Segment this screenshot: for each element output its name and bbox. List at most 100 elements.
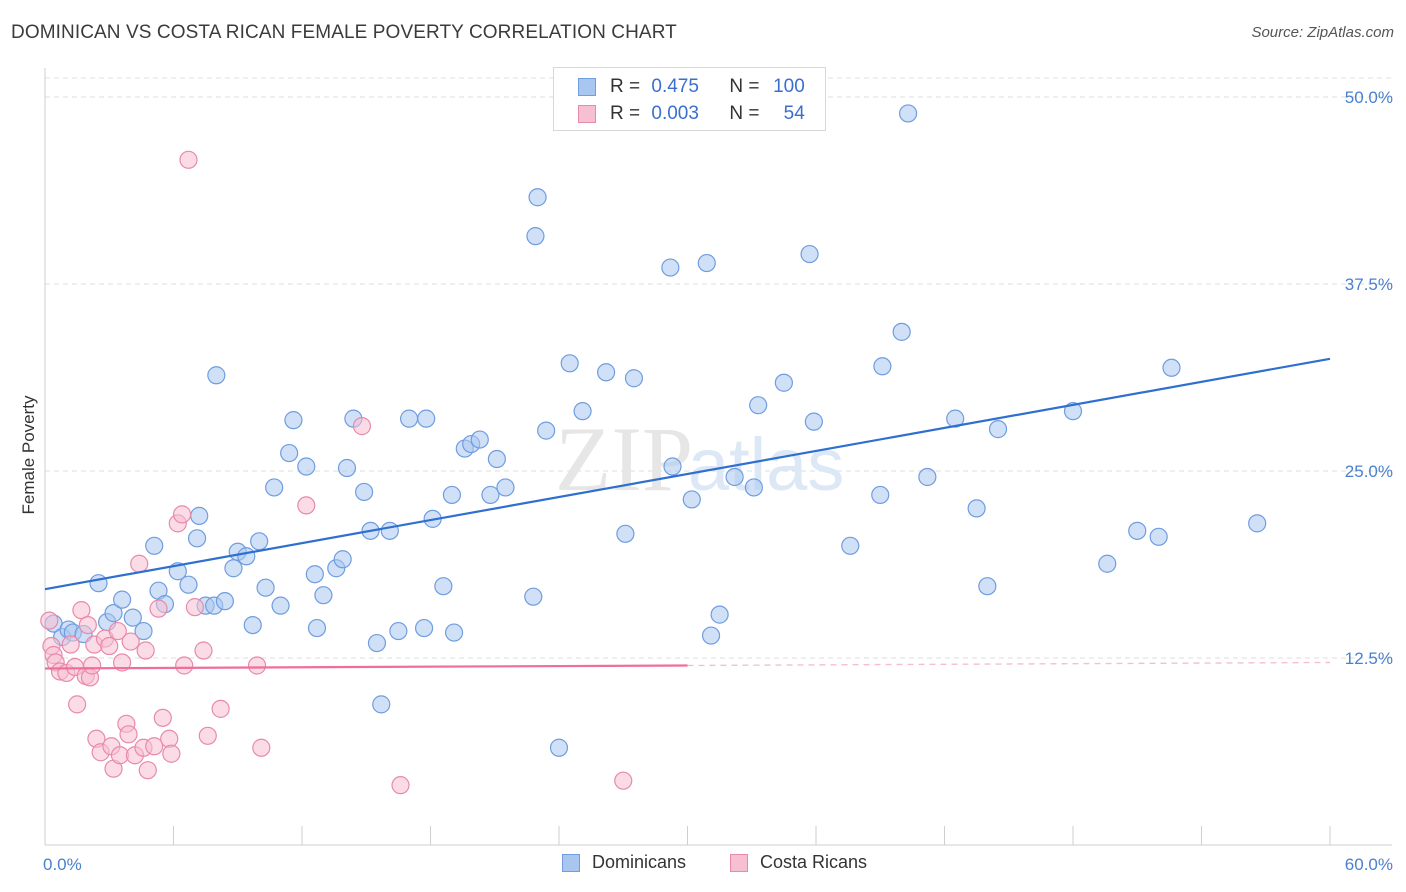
costa-ricans-point [121, 632, 140, 651]
costa-ricans-point [194, 641, 213, 660]
y-tick-label: 37.5% [1345, 275, 1393, 294]
dominicans-point [256, 578, 275, 597]
dominicans-point [389, 621, 408, 641]
watermark-atlas: atlas [688, 423, 844, 506]
dominicans-swatch [562, 853, 580, 872]
n-label: N = [729, 103, 760, 124]
y-tick-label: 12.5% [1345, 649, 1393, 668]
r-value: 0.475 [651, 76, 699, 97]
r-label: R = [610, 76, 641, 97]
dominicans-point [355, 482, 374, 502]
dominicans-point [104, 604, 123, 623]
costa-ricans-point [391, 776, 410, 795]
axes [44, 68, 1392, 846]
costa-ricans-point [352, 417, 372, 436]
dominicans-point [444, 623, 464, 642]
dominicans-point [224, 559, 243, 578]
dominicans-point [112, 590, 132, 609]
y-tick-label: 50.0% [1345, 88, 1393, 107]
x-tick-label: 0.0% [43, 855, 82, 874]
dominicans-point [250, 532, 269, 551]
dominicans-point [573, 402, 592, 421]
dominicans-point [284, 411, 303, 430]
dominicans-point [297, 457, 316, 476]
dominicans-point [337, 458, 357, 478]
dominicans-point [1149, 527, 1168, 546]
dominicans-point [701, 626, 721, 645]
dominicans-point [616, 524, 635, 543]
dominicans-point [333, 550, 352, 569]
costa-ricans-point [61, 635, 80, 654]
costa-ricans-point [211, 699, 230, 718]
y-axis-label: Female Poverty [19, 395, 38, 515]
dominicans-point [414, 618, 434, 638]
dominicans-point [1098, 554, 1117, 573]
dominicans-point [892, 322, 911, 341]
source-label: Source: ZipAtlas.com [1251, 24, 1394, 41]
dominicans-point [946, 409, 965, 428]
dominicans-point [841, 536, 860, 555]
dominicans-point [442, 485, 462, 505]
dominicans-point [271, 596, 290, 615]
costa-ricans-point [179, 150, 198, 169]
dominicans-point [1063, 402, 1083, 421]
dominicans-swatch [578, 78, 596, 96]
costa-ricans-point [153, 708, 172, 727]
costa-ricans-point [160, 729, 179, 748]
stats-legend: R = 0.475 N = 100 R = 0.003 N = 54 [553, 67, 826, 131]
dominicans-point [560, 354, 579, 373]
legend-label: Dominicans [592, 852, 687, 872]
costa-ricans-point [130, 554, 149, 573]
dominicans-point [280, 443, 299, 463]
dominicans-point [307, 618, 327, 638]
costa-ricans-point [119, 725, 138, 744]
dominicans-point [871, 485, 890, 505]
dominicans-point [417, 409, 436, 428]
costa-ricans-point [112, 653, 132, 672]
dominicans-point [481, 485, 500, 505]
dominicans-point [434, 577, 453, 596]
dominicans-point [597, 363, 616, 382]
dominicans-point [265, 478, 284, 497]
dominicans-point [528, 188, 547, 207]
dominicans-point [624, 369, 644, 388]
costa-ricans-point [40, 611, 59, 630]
dominicans-point [804, 412, 823, 431]
dominicans-point [372, 695, 391, 714]
dominicans-point [549, 738, 569, 757]
dominicans-point [215, 592, 234, 611]
data-points [40, 104, 1267, 795]
watermark: ZIP atlas [555, 408, 844, 510]
costa-ricans-swatch [578, 105, 596, 123]
dominicans-point [774, 373, 793, 392]
dominicans-trend-line [44, 357, 1331, 591]
dominicans-point [1248, 514, 1267, 533]
dominicans-point [898, 104, 918, 123]
dominicans-point [800, 244, 819, 264]
costa-ricans-point [297, 496, 316, 515]
r-label: R = [610, 103, 641, 124]
costa-ricans-point [175, 656, 194, 675]
costa-ricans-point [136, 641, 155, 660]
dominicans-point [1128, 521, 1147, 540]
costa-ricans-point [108, 621, 127, 641]
costa-ricans-point [185, 598, 205, 617]
dominicans-point [89, 574, 108, 593]
costa-ricans-point [172, 505, 192, 524]
chart-title: DOMINICAN VS COSTA RICAN FEMALE POVERTY … [11, 22, 677, 43]
legend-label: Costa Ricans [760, 852, 868, 872]
dominicans-point [663, 457, 682, 476]
dominicans-point [749, 396, 768, 415]
costa-ricans-trend-extension [687, 661, 1331, 667]
dominicans-point [524, 587, 543, 606]
dominicans-point [179, 575, 198, 594]
dominicans-point [487, 449, 506, 469]
dominicans-point [207, 366, 226, 385]
dominicans-point [526, 227, 545, 246]
dominicans-point [243, 615, 262, 635]
costa-ricans-point [198, 726, 217, 745]
costa-ricans-point [72, 601, 91, 620]
series-legend: Dominicans Costa Ricans [0, 852, 1406, 878]
dominicans-point [918, 467, 937, 487]
